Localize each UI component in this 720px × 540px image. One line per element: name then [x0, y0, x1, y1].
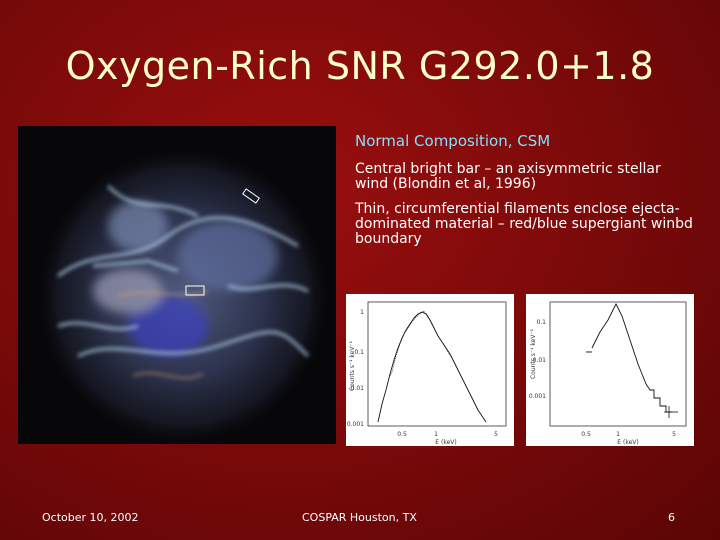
footer-date: October 10, 2002	[42, 511, 139, 524]
spectrum-left-xtick-2: 1	[434, 431, 438, 438]
spectrum-right-ylabel: Counts s⁻¹ keV⁻¹	[530, 328, 537, 379]
spectrum-left-xlabel: E (keV)	[435, 439, 456, 446]
snr-xray-image	[18, 126, 336, 444]
spectrum-left-ytick-3: 0.01	[351, 385, 365, 392]
spectrum-right-xtick-3: 5	[672, 431, 676, 438]
spectrum-left-xtick-1: 0.5	[397, 431, 407, 438]
footer-venue: COSPAR Houston, TX	[302, 511, 417, 524]
footer-page-number: 6	[668, 511, 675, 524]
spectrum-left-ytick-1: 1	[360, 309, 364, 316]
spectrum-left-ytick-2: 0.1	[354, 349, 364, 356]
spectrum-right-ytick-3: 0.001	[529, 393, 546, 400]
spectrum-plot-left: Counts s⁻¹ keV⁻¹ 1 0.1 0.01 0.001 0.5 1 …	[346, 294, 514, 446]
bullet-list: Normal Composition, CSM Central bright b…	[355, 134, 695, 247]
spectrum-right-ytick-2: 0.01	[533, 357, 547, 364]
spectrum-left-ytick-4: 0.001	[347, 421, 364, 428]
bullet-central-bar: Central bright bar – an axisymmetric ste…	[355, 161, 661, 192]
slide-title: Oxygen-Rich SNR G292.0+1.8	[65, 44, 655, 88]
spectrum-right-xlabel: E (keV)	[617, 439, 638, 446]
bullet-filaments: Thin, circumferential filaments enclose …	[355, 201, 693, 247]
spectrum-plot-right: Counts s⁻¹ keV⁻¹ 0.1 0.01 0.001 0.5 1 5 …	[526, 294, 694, 446]
spectrum-right-xtick-1: 0.5	[581, 431, 591, 438]
spectrum-right-ytick-1: 0.1	[536, 319, 546, 326]
bullet-normal-composition: Normal Composition, CSM	[355, 132, 551, 150]
spectrum-right-xtick-2: 1	[616, 431, 620, 438]
spectrum-left-ylabel: Counts s⁻¹ keV⁻¹	[349, 340, 356, 391]
spectrum-left-xtick-3: 5	[494, 431, 498, 438]
